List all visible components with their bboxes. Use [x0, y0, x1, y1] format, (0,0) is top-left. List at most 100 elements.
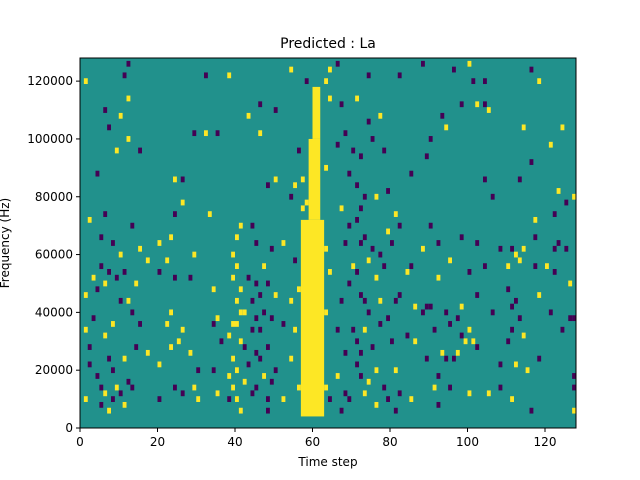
heatmap-cell	[390, 338, 394, 345]
heatmap-cell	[514, 251, 518, 258]
heatmap-cell	[134, 344, 139, 350]
heatmap-cell	[258, 292, 263, 298]
heatmap-cell	[572, 407, 576, 414]
heatmap-cell	[111, 321, 115, 327]
heatmap-cell	[324, 164, 328, 171]
heatmap-cell	[138, 147, 142, 154]
heatmap-cell	[126, 297, 131, 304]
heatmap-cell	[328, 95, 332, 102]
heatmap-cell	[552, 245, 557, 252]
heatmap-cell	[440, 349, 445, 356]
heatmap-cell	[324, 245, 328, 252]
heatmap-cell	[359, 373, 363, 379]
heatmap-cell	[347, 396, 352, 402]
heatmap-cell	[362, 193, 367, 200]
x-tick-label: 100	[456, 435, 479, 449]
heatmap-cell	[483, 263, 487, 270]
heatmap-cell	[122, 401, 127, 408]
heatmap-cell	[374, 367, 379, 374]
heatmap-cell	[432, 326, 437, 333]
heatmap-cell	[335, 373, 340, 379]
heatmap-cell	[242, 309, 247, 316]
heatmap-cell	[300, 176, 305, 183]
heatmap-cell	[145, 349, 150, 356]
heatmap-cell	[304, 78, 309, 85]
heatmap-cell	[463, 338, 468, 345]
heatmap-cell	[118, 251, 123, 258]
heatmap-cell	[235, 367, 239, 374]
heatmap-cell	[467, 326, 472, 333]
heatmap-cell	[227, 332, 232, 339]
heatmap-cell	[266, 396, 270, 402]
heatmap-cell	[242, 344, 247, 350]
heatmap-cell	[347, 170, 352, 177]
heatmap-cell	[382, 147, 387, 154]
heatmap-cell	[238, 286, 243, 293]
heatmap-cell	[351, 147, 356, 154]
heatmap-cell	[374, 274, 379, 281]
heatmap-cell	[91, 315, 96, 322]
heatmap-cell	[448, 257, 452, 264]
heatmap-cell	[262, 309, 266, 316]
heatmap-cell	[475, 344, 480, 350]
heatmap-cell	[529, 407, 534, 414]
heatmap-cell	[83, 396, 88, 402]
heatmap-cell	[324, 78, 328, 85]
heatmap-cell	[118, 297, 123, 304]
heatmap-cell	[459, 234, 464, 241]
heatmap-cell	[483, 176, 487, 183]
heatmap-cell	[467, 269, 472, 275]
heatmap-cell	[347, 280, 352, 287]
x-tick-label: 0	[76, 435, 84, 449]
heatmap-cell	[517, 257, 522, 264]
heatmap-cell	[250, 390, 255, 397]
heatmap-cell	[192, 384, 197, 391]
heatmap-cell	[99, 234, 104, 241]
heatmap-cell	[421, 245, 425, 252]
heatmap-cell	[533, 234, 538, 241]
heatmap-cell	[366, 309, 371, 316]
heatmap-cell	[293, 326, 297, 333]
heatmap-cell	[304, 407, 309, 414]
heatmap-cell	[564, 245, 569, 252]
heatmap-cell	[510, 396, 514, 402]
heatmap-cell	[293, 257, 297, 264]
heatmap-cell	[176, 338, 181, 345]
heatmap-cell	[374, 401, 379, 408]
heatmap-cell	[281, 396, 286, 402]
heatmap-cell	[521, 332, 526, 339]
heatmap-cell	[351, 326, 356, 333]
heatmap-cell	[269, 315, 274, 322]
heatmap-cell	[393, 367, 398, 374]
heatmap-cell	[343, 130, 348, 137]
heatmap-cell	[99, 384, 104, 391]
heatmap-cell	[262, 263, 266, 270]
heatmap-cell	[250, 326, 255, 333]
heatmap-cell	[498, 384, 503, 391]
heatmap-cell	[490, 309, 495, 316]
heatmap-cell	[180, 326, 185, 333]
heatmap-cell	[343, 349, 348, 356]
heatmap-cell	[517, 176, 522, 183]
heatmap-cell	[289, 297, 294, 304]
heatmap-cell	[114, 274, 119, 281]
heatmap-cell	[118, 112, 123, 119]
heatmap-cell	[459, 332, 464, 339]
heatmap-cell	[246, 274, 251, 281]
heatmap-cell	[238, 309, 243, 316]
heatmap-cell	[157, 269, 162, 275]
heatmap-cell	[266, 344, 270, 350]
heatmap-cell	[572, 315, 576, 322]
heatmap-cell	[452, 66, 456, 73]
heatmap-cell	[107, 269, 111, 275]
heatmap-cell	[409, 263, 414, 270]
heatmap-cell	[572, 373, 576, 379]
heatmap-cell	[486, 107, 491, 113]
heatmap-cell	[297, 286, 301, 293]
heatmap-cell	[351, 263, 356, 270]
y-axis: 0 20000 40000 60000 80000 100000 120000	[27, 74, 80, 435]
heatmap-cell	[211, 286, 216, 293]
heatmap-cell	[471, 338, 476, 345]
dominant-band-layer	[300, 86, 325, 417]
heatmap-cell	[227, 396, 232, 402]
